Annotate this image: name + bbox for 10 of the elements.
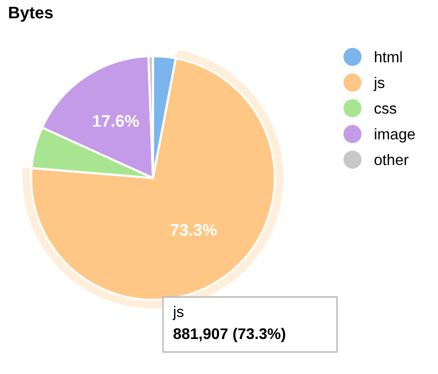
legend-label: html (374, 51, 402, 62)
data-label: 17.6% (93, 115, 139, 127)
legend-label: other (374, 154, 408, 166)
chart-title: Bytes (9, 6, 53, 22)
text: js (172, 306, 184, 320)
text: 881,907 (73.3%) (173, 328, 286, 342)
legend-label: js (374, 76, 384, 92)
data-label: 73.3% (170, 224, 217, 236)
legend-label: css (374, 105, 396, 114)
legend-label: image (374, 128, 415, 142)
